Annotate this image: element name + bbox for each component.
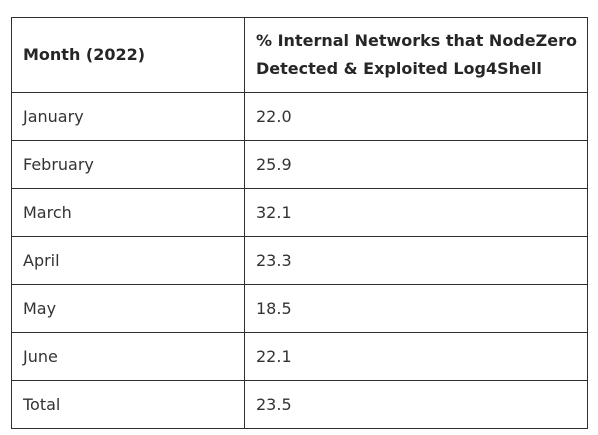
month-cell: February	[11, 140, 245, 189]
month-cell: March	[11, 188, 245, 237]
value-cell: 23.3	[244, 236, 588, 285]
table-row-total: Total 23.5	[11, 380, 588, 429]
header-month: Month (2022)	[11, 17, 245, 93]
log4shell-table: Month (2022) % Internal Networks that No…	[11, 17, 588, 429]
value-cell: 22.0	[244, 92, 588, 141]
month-cell: April	[11, 236, 245, 285]
table-row: June 22.1	[11, 332, 588, 381]
table-header-row: Month (2022) % Internal Networks that No…	[11, 17, 588, 93]
month-cell: June	[11, 332, 245, 381]
total-label-cell: Total	[11, 380, 245, 429]
table-row: March 32.1	[11, 188, 588, 237]
table-row: February 25.9	[11, 140, 588, 189]
month-cell: January	[11, 92, 245, 141]
table-row: April 23.3	[11, 236, 588, 285]
month-cell: May	[11, 284, 245, 333]
value-cell: 22.1	[244, 332, 588, 381]
value-cell: 18.5	[244, 284, 588, 333]
value-cell: 25.9	[244, 140, 588, 189]
total-value-cell: 23.5	[244, 380, 588, 429]
value-cell: 32.1	[244, 188, 588, 237]
table-row: January 22.0	[11, 92, 588, 141]
header-percentage: % Internal Networks that NodeZero Detect…	[244, 17, 588, 93]
table-row: May 18.5	[11, 284, 588, 333]
